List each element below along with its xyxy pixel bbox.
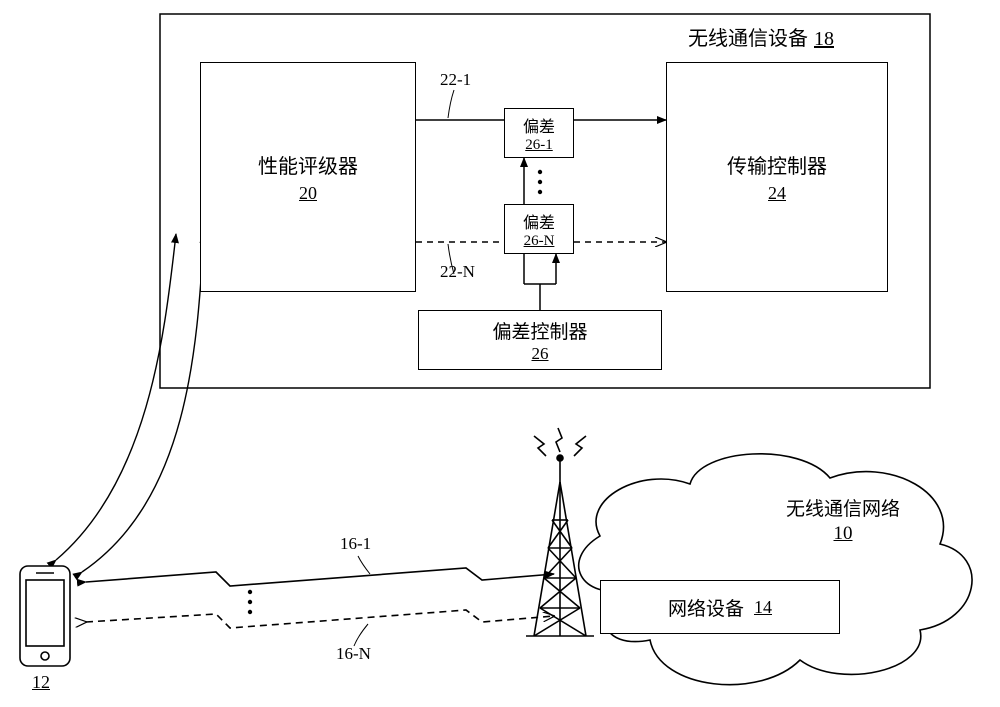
- netdev-box: 网络设备 14: [600, 580, 840, 634]
- netdev-ref: 14: [754, 597, 772, 618]
- bias-top-box: 偏差 26-1: [504, 108, 574, 158]
- bias-bot-label: 偏差: [523, 209, 555, 233]
- label-16-1: 16-1: [340, 534, 371, 554]
- leader-22-1: [448, 90, 454, 118]
- bias-bot-ref: 26-N: [524, 233, 555, 250]
- txctrl-label: 传输控制器: [727, 150, 827, 179]
- txctrl-box: 传输控制器 24: [666, 62, 888, 292]
- bias-ctrl-label: 偏差控制器: [492, 317, 587, 344]
- bias-ctrl-ref: 26: [532, 344, 549, 364]
- rater-box: 性能评级器 20: [200, 62, 416, 292]
- outer-title: 无线通信设备 18: [688, 22, 834, 51]
- label-22-n: 22-N: [440, 262, 475, 282]
- netdev-label: 网络设备: [668, 594, 744, 621]
- outer-title-ref: 18: [814, 28, 834, 51]
- rater-label: 性能评级器: [258, 150, 358, 179]
- cloud-title-text: 无线通信网络: [786, 494, 900, 521]
- leader-16-1: [358, 556, 370, 574]
- cloud-icon: [579, 454, 972, 685]
- bias-top-label: 偏差: [523, 113, 555, 137]
- label-16-n: 16-N: [336, 644, 371, 664]
- callout-curve-2: [82, 234, 204, 572]
- phone-icon: [20, 566, 70, 666]
- bias-top-ref: 26-1: [525, 137, 553, 154]
- callout-curve-1: [56, 234, 176, 560]
- txctrl-ref: 24: [768, 183, 786, 204]
- outer-title-text: 无线通信设备: [688, 22, 808, 51]
- phone-ref: 12: [32, 672, 50, 693]
- bias-ctrl-box: 偏差控制器 26: [418, 310, 662, 370]
- link-16-1: [86, 568, 554, 586]
- rater-ref: 20: [299, 183, 317, 204]
- label-22-1: 22-1: [440, 70, 471, 90]
- cloud-title: 无线通信网络 10: [786, 494, 900, 545]
- tower-icon: [526, 428, 594, 636]
- bias-bot-box: 偏差 26-N: [504, 204, 574, 254]
- cloud-title-ref: 10: [786, 523, 900, 545]
- leader-16-n: [354, 624, 368, 646]
- diagram-stage: 无线通信设备 18 性能评级器 20 传输控制器 24 偏差 26-1 偏差 2…: [0, 0, 1000, 707]
- link-16-n: [86, 610, 554, 628]
